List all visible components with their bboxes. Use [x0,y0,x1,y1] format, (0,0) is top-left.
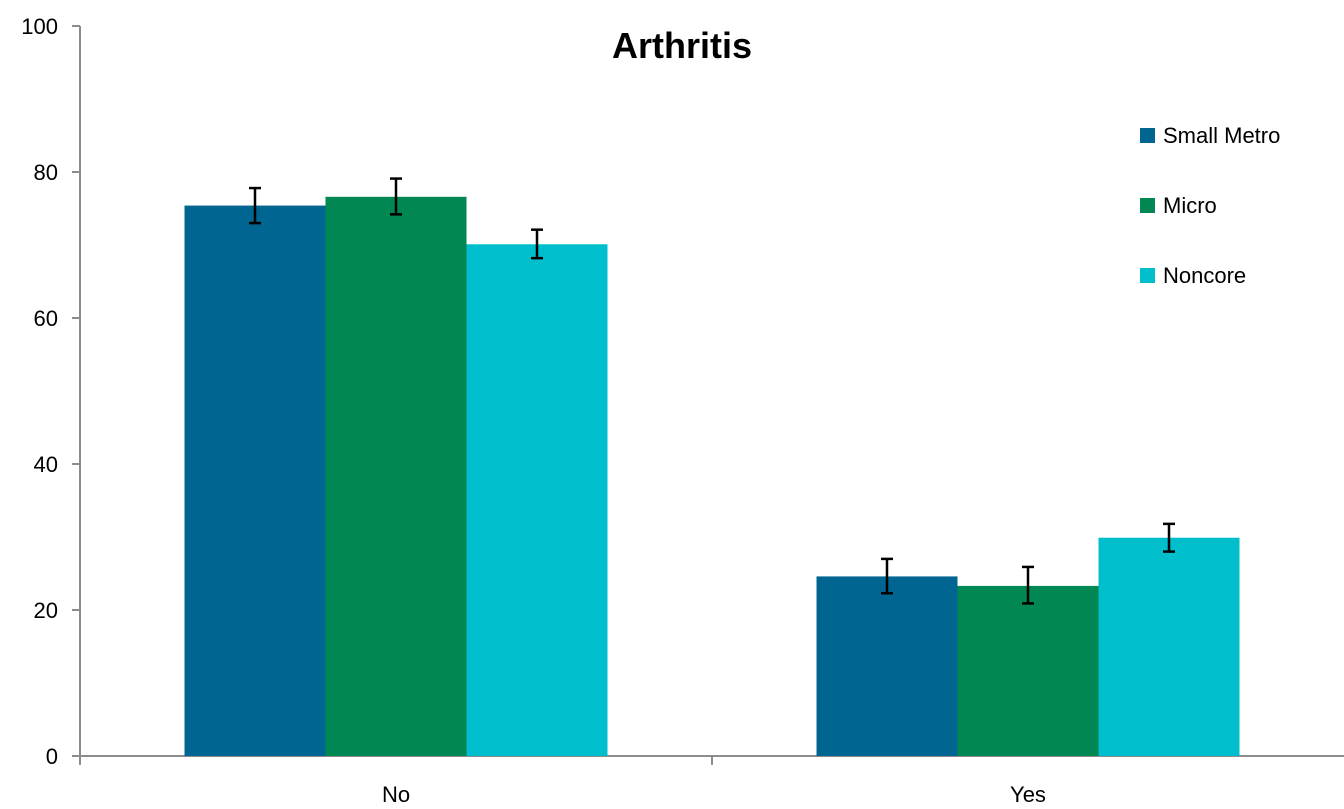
legend-swatch [1140,198,1155,213]
bar [816,576,958,756]
error-bar [1022,565,1034,605]
legend: Small Metro Micro Noncore [1140,123,1280,288]
y-tick-label: 60 [34,306,58,331]
error-bar [881,557,893,595]
legend-swatch [1140,268,1155,283]
legend-entry: Micro [1140,193,1217,218]
y-tick-label: 0 [46,744,58,769]
error-bar [390,177,402,216]
bar [184,205,326,756]
legend-entry: Noncore [1140,263,1246,288]
error-bar [531,228,543,260]
error-bar [249,186,261,225]
error-bars [249,177,1175,605]
bar [1098,537,1240,756]
legend-label: Micro [1163,193,1217,218]
bar [466,244,608,756]
legend-entry: Small Metro [1140,123,1280,148]
legend-label: Noncore [1163,263,1246,288]
y-tick-label: 80 [34,160,58,185]
tick-labels: 0 20 40 60 80 100 No Yes [21,14,1046,807]
legend-label: Small Metro [1163,123,1280,148]
bar [957,585,1099,756]
error-bar [1163,522,1175,553]
y-tick-label: 40 [34,452,58,477]
bars [184,196,1240,756]
chart-title: Arthritis [612,25,752,66]
y-tick-label: 100 [21,14,58,39]
x-tick-label: No [382,782,410,807]
bar [325,196,467,756]
y-tick-label: 20 [34,598,58,623]
legend-swatch [1140,128,1155,143]
x-tick-label: Yes [1010,782,1046,807]
